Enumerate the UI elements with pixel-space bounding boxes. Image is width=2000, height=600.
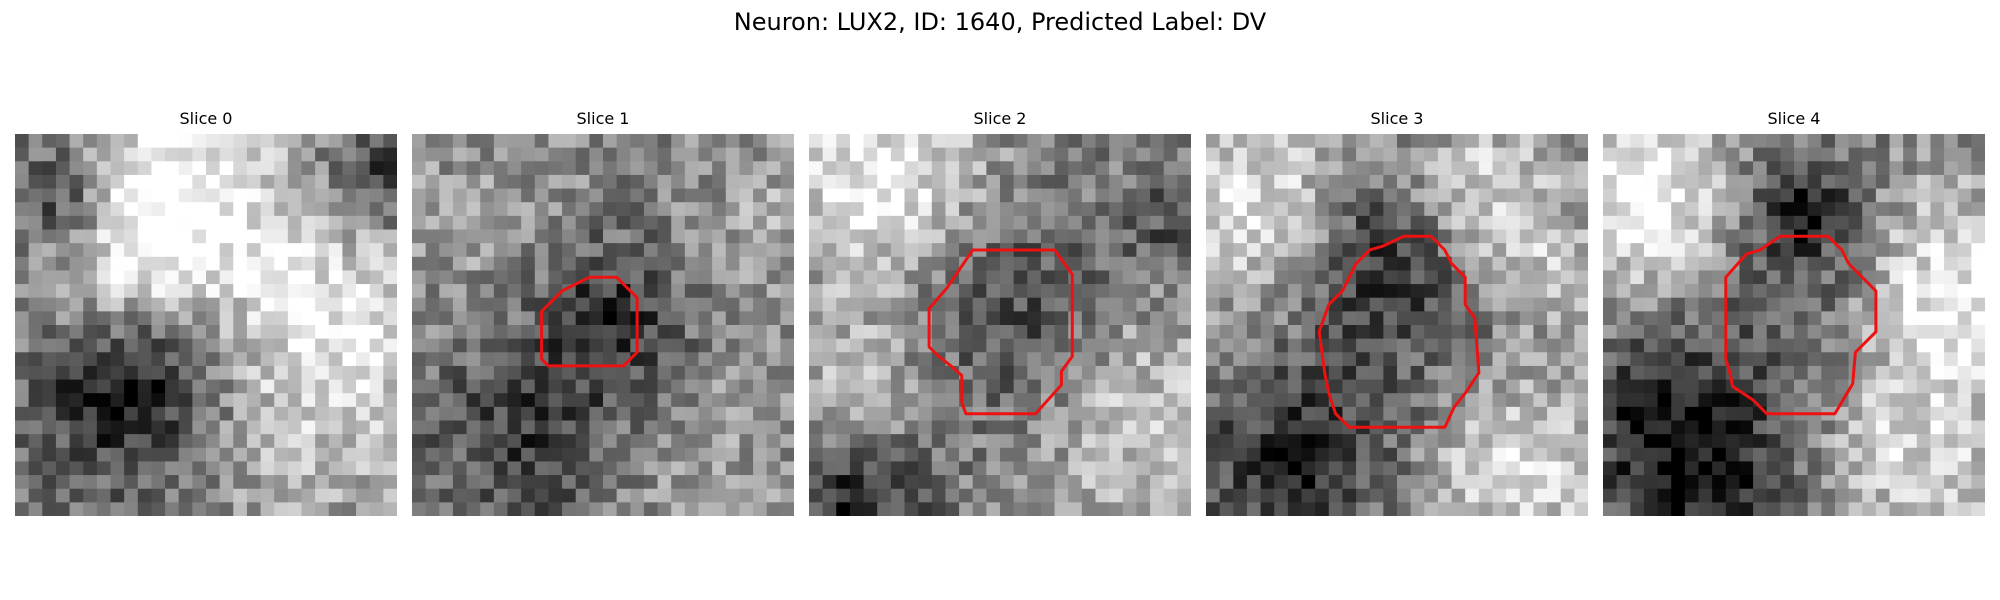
microscopy-image <box>809 134 1191 516</box>
pixel-grid <box>809 134 1191 516</box>
pixel-grid <box>1603 134 1985 516</box>
panel-title: Slice 1 <box>576 109 630 128</box>
pixel-grid <box>412 134 794 516</box>
panel-title: Slice 0 <box>179 109 233 128</box>
image-canvas <box>809 134 1191 516</box>
panel-title: Slice 3 <box>1370 109 1424 128</box>
microscopy-image <box>15 134 397 516</box>
image-canvas <box>15 134 397 516</box>
image-canvas <box>1206 134 1588 516</box>
segmentation-contour <box>1724 234 1878 416</box>
image-canvas <box>1603 134 1985 516</box>
panel-title: Slice 2 <box>973 109 1027 128</box>
image-canvas <box>412 134 794 516</box>
figure-title: Neuron: LUX2, ID: 1640, Predicted Label:… <box>733 8 1267 36</box>
segmentation-contour <box>1317 234 1481 429</box>
microscopy-image <box>1206 134 1588 516</box>
segmentation-contour <box>927 248 1074 416</box>
pixel-grid <box>1206 134 1588 516</box>
panel-title: Slice 4 <box>1767 109 1821 128</box>
microscopy-image <box>412 134 794 516</box>
pixel-grid <box>15 134 397 516</box>
microscopy-image <box>1603 134 1985 516</box>
segmentation-contour <box>540 275 639 368</box>
